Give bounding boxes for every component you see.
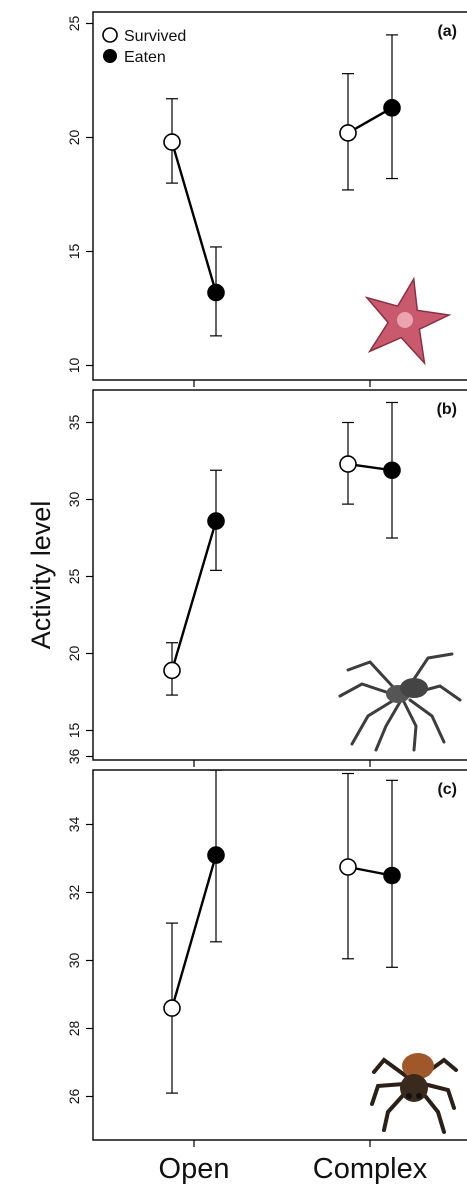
sea-star-image bbox=[356, 270, 455, 366]
y-tick-label: 35 bbox=[66, 415, 82, 431]
legend: Survived Eaten bbox=[103, 28, 186, 66]
y-tick-label: 32 bbox=[66, 885, 82, 901]
point-eaten bbox=[208, 285, 224, 301]
y-tick-label: 25 bbox=[66, 16, 82, 32]
point-eaten bbox=[208, 847, 224, 863]
legend-eaten-label: Eaten bbox=[124, 49, 166, 66]
panel-label: (c) bbox=[437, 781, 457, 798]
y-axis-label: Activity level bbox=[26, 501, 56, 650]
y-tick-label: 30 bbox=[66, 492, 82, 508]
panel-frame bbox=[93, 390, 467, 760]
point-survived bbox=[340, 456, 356, 472]
series-connector bbox=[172, 521, 216, 670]
y-tick-label: 36 bbox=[66, 749, 82, 765]
x-tick-label-open: Open bbox=[159, 1153, 230, 1184]
panel-label: (b) bbox=[437, 401, 457, 418]
jumping-spider-image bbox=[372, 1053, 456, 1132]
point-survived bbox=[164, 134, 180, 150]
point-survived bbox=[340, 859, 356, 875]
y-tick-label: 10 bbox=[66, 358, 82, 374]
legend-survived-label: Survived bbox=[124, 28, 186, 45]
y-tick-label: 15 bbox=[66, 244, 82, 260]
y-tick-label: 20 bbox=[66, 646, 82, 662]
series-connector bbox=[172, 142, 216, 292]
x-tick-label-complex: Complex bbox=[313, 1153, 428, 1184]
point-survived bbox=[164, 662, 180, 678]
point-eaten bbox=[384, 100, 400, 116]
point-eaten bbox=[384, 868, 400, 884]
series-connector bbox=[172, 855, 216, 1008]
legend-eaten-marker bbox=[103, 49, 117, 63]
y-tick-label: 28 bbox=[66, 1021, 82, 1037]
point-survived bbox=[164, 1000, 180, 1016]
y-tick-label: 26 bbox=[66, 1089, 82, 1105]
y-tick-label: 15 bbox=[66, 723, 82, 739]
y-tick-label: 25 bbox=[66, 569, 82, 585]
y-tick-label: 34 bbox=[66, 817, 82, 833]
wolf-spider-image bbox=[340, 654, 460, 750]
panel-label: (a) bbox=[437, 23, 457, 40]
point-eaten bbox=[208, 513, 224, 529]
y-tick-label: 30 bbox=[66, 953, 82, 969]
point-eaten bbox=[384, 462, 400, 478]
legend-survived-marker bbox=[103, 28, 117, 42]
y-tick-label: 20 bbox=[66, 130, 82, 146]
point-survived bbox=[340, 125, 356, 141]
